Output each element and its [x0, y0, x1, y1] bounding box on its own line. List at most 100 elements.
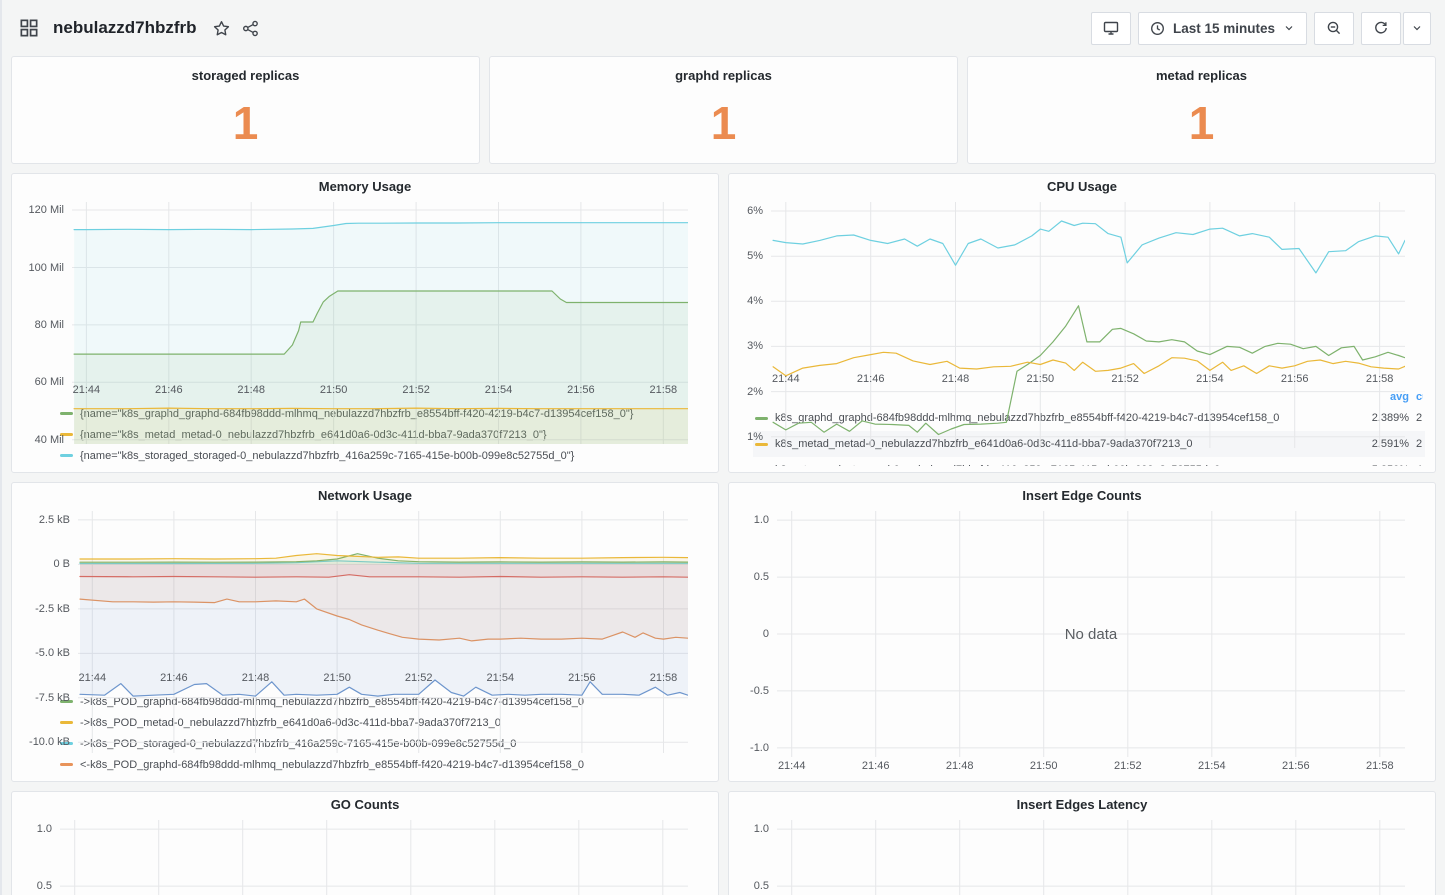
- x-axis-label: 21:46: [160, 672, 188, 684]
- dashboard-grid: storaged replicas 1 graphd replicas 1 me…: [2, 56, 1445, 895]
- x-axis-label: 21:58: [649, 384, 678, 396]
- x-axis-label: 21:54: [1198, 760, 1226, 772]
- legend: {name="k8s_graphd_graphd-684fb98ddd-mlhm…: [60, 403, 708, 466]
- y-axis-label: 100 Mil: [28, 261, 64, 274]
- time-range-label: Last 15 minutes: [1172, 20, 1275, 36]
- legend-sort-avg[interactable]: avg: [1390, 390, 1409, 403]
- panel-metad-replicas: metad replicas 1: [967, 56, 1436, 164]
- zoom-out-icon: [1327, 21, 1341, 35]
- x-axis-label: 21:58: [649, 672, 678, 684]
- x-axis-label: 21:48: [237, 384, 265, 396]
- panel-graphd-replicas: graphd replicas 1: [489, 56, 958, 164]
- y-axis-label: -7.5 kB: [35, 691, 70, 704]
- chart-canvas[interactable]: [777, 820, 1405, 895]
- legend-item[interactable]: k8s_graphd_graphd-684fb98ddd-mlhmq_nebul…: [755, 412, 1345, 424]
- zoom-out-button[interactable]: [1314, 11, 1354, 45]
- legend-item[interactable]: ->k8s_POD_metad-0_nebulazzd7hbzfrb_e641d…: [60, 712, 708, 733]
- x-axis-label: 21:50: [323, 672, 351, 684]
- x-axis-label: 21:54: [1196, 373, 1224, 385]
- legend-avg-value: 2.389%: [1371, 412, 1409, 424]
- chart-plot[interactable]: No data: [777, 511, 1405, 757]
- y-axis-label: -2.5 kB: [35, 602, 70, 615]
- legend-row: k8s_graphd_graphd-684fb98ddd-mlhmq_nebul…: [753, 405, 1425, 431]
- legend-label: {name="k8s_storaged_storaged-0_nebulazzd…: [80, 449, 575, 462]
- legend-item[interactable]: k8s_metad_metad-0_nebulazzd7hbzfrb_e641d…: [755, 438, 1345, 450]
- panel-title[interactable]: Insert Edges Latency: [1016, 797, 1148, 812]
- x-axis-label: 21:56: [1282, 760, 1310, 772]
- y-axis-label: 120 Mil: [28, 204, 64, 216]
- legend-label: k8s_storaged_storaged-0_nebulazzd7hbzfrb…: [775, 464, 1220, 466]
- x-axis-label: 21:58: [1365, 373, 1394, 385]
- chart-plot[interactable]: [771, 202, 1405, 448]
- x-axis-label: 21:48: [241, 672, 270, 684]
- panel-title[interactable]: storaged replicas: [191, 68, 300, 83]
- panel-title[interactable]: metad replicas: [1155, 68, 1248, 83]
- y-axis-label: 1.0: [753, 823, 769, 836]
- clock-icon: [1150, 21, 1164, 35]
- share-icon[interactable]: [238, 16, 263, 41]
- x-axis-label: 21:54: [486, 672, 515, 684]
- legend-row: k8s_metad_metad-0_nebulazzd7hbzfrb_e641d…: [753, 431, 1425, 457]
- y-axis: 1.00.50-0.5-1.0: [20, 820, 60, 895]
- chart-plot[interactable]: [777, 820, 1405, 895]
- dashboards-grid-icon[interactable]: [16, 15, 42, 41]
- chart-plot[interactable]: [78, 511, 688, 753]
- legend-item[interactable]: k8s_storaged_storaged-0_nebulazzd7hbzfrb…: [755, 464, 1345, 466]
- star-icon[interactable]: [209, 16, 234, 41]
- y-axis-label: 80 Mil: [34, 318, 64, 331]
- chart-canvas[interactable]: [771, 202, 1405, 448]
- time-range-picker[interactable]: Last 15 minutes: [1137, 11, 1307, 45]
- legend-label: <-k8s_POD_graphd-684fb98ddd-mlhmq_nebula…: [80, 758, 585, 771]
- y-axis-label: 0: [762, 628, 769, 640]
- chart-canvas[interactable]: [72, 202, 688, 444]
- series-color-marker: [755, 416, 768, 420]
- series-color-marker: [755, 442, 768, 446]
- chart-plot[interactable]: [72, 202, 688, 444]
- legend-label: {name="k8s_metad_metad-0_nebulazzd7hbzfr…: [80, 428, 547, 441]
- panel-go-counts: GO Counts 1.00.50-0.5-1.0 21:4421:4621:4…: [11, 791, 719, 895]
- chevron-down-icon: [1413, 26, 1421, 31]
- panel-title[interactable]: Insert Edge Counts: [1022, 488, 1142, 503]
- legend-item[interactable]: ->k8s_POD_storaged-0_nebulazzd7hbzfrb_41…: [60, 733, 708, 754]
- series-color-marker: [60, 433, 73, 436]
- y-axis: 40 Mil 60 Mil 80 Mil 100 Mil 120 Mil: [20, 202, 72, 446]
- y-axis: 1% 2% 3% 4% 5% 6%: [737, 202, 771, 443]
- refresh-button[interactable]: [1361, 11, 1401, 45]
- panel-title[interactable]: Memory Usage: [318, 179, 412, 194]
- y-axis-label: 2.5 kB: [38, 513, 70, 526]
- panel-title[interactable]: GO Counts: [330, 797, 400, 812]
- legend-item[interactable]: {name="k8s_graphd_graphd-684fb98ddd-mlhm…: [60, 403, 708, 424]
- stat-value: 1: [1188, 97, 1215, 149]
- y-axis-label: -1.0: [750, 741, 769, 754]
- panel-title[interactable]: CPU Usage: [1046, 179, 1118, 194]
- panel-memory-usage: Memory Usage 40 Mil 60 Mil 80 Mil 100 Mil 12…: [11, 173, 719, 473]
- chart-canvas[interactable]: [60, 820, 688, 895]
- legend-label: k8s_graphd_graphd-684fb98ddd-mlhmq_nebul…: [775, 412, 1280, 424]
- x-axis-label: 21:54: [484, 384, 513, 396]
- x-axis-label: 21:58: [1366, 760, 1394, 772]
- chart-plot[interactable]: [60, 820, 688, 895]
- legend-item[interactable]: <-k8s_POD_graphd-684fb98ddd-mlhmq_nebula…: [60, 754, 708, 775]
- y-axis-label: 6%: [747, 205, 763, 217]
- tv-mode-button[interactable]: [1090, 11, 1131, 45]
- y-axis-label: 1%: [747, 430, 763, 443]
- refresh-interval-dropdown[interactable]: [1403, 11, 1431, 45]
- chart-canvas[interactable]: [78, 511, 688, 753]
- legend-item[interactable]: {name="k8s_metad_metad-0_nebulazzd7hbzfr…: [60, 424, 708, 445]
- legend-item[interactable]: {name="k8s_storaged_storaged-0_nebulazzd…: [60, 445, 708, 466]
- legend-label: ->k8s_POD_storaged-0_nebulazzd7hbzfrb_41…: [80, 737, 517, 750]
- dashboard-title: nebulazzd7hbzfrb: [53, 18, 197, 37]
- legend-sort-current[interactable]: current: [1416, 390, 1423, 403]
- legend-current-value: 4: [1409, 464, 1423, 466]
- chart-canvas[interactable]: [777, 511, 1405, 757]
- panel-title[interactable]: graphd replicas: [675, 68, 772, 83]
- legend-item[interactable]: ->k8s_POD_graphd-684fb98ddd-mlhmq_nebula…: [60, 691, 708, 712]
- panel-storaged-replicas: storaged replicas 1: [11, 56, 480, 164]
- y-axis-label: 1.0: [753, 514, 769, 527]
- panel-title[interactable]: Network Usage: [318, 488, 412, 503]
- x-axis-label: 21:52: [1111, 373, 1139, 385]
- y-axis-label: 40 Mil: [34, 433, 64, 446]
- x-axis: 21:44 21:46 21:48 21:50 21:52 21:54 21:56 21:58: [78, 669, 688, 687]
- series-color-marker: [60, 454, 73, 457]
